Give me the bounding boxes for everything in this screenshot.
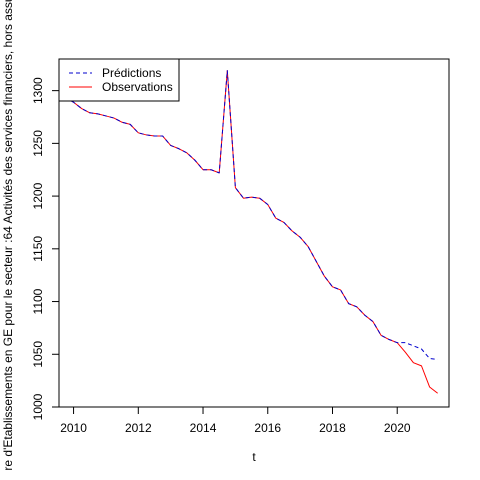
y-tick-label: 1000 (31, 393, 45, 420)
y-tick-label: 1150 (31, 236, 45, 262)
x-tick-label: 2012 (125, 421, 152, 435)
x-tick-label: 2014 (190, 421, 217, 435)
y-tick-label: 1100 (31, 288, 45, 314)
x-axis-label: t (252, 450, 256, 464)
x-tick-label: 2018 (319, 421, 346, 435)
x-axis: 2010 2012 2014 2016 2018 2020 (60, 406, 411, 435)
x-tick-label: 2016 (254, 421, 281, 435)
legend-box (58, 58, 180, 102)
series-line-observations (65, 70, 438, 394)
y-tick-label: 1300 (31, 77, 45, 104)
y-axis: 1000 1050 1100 1150 1200 1250 1300 (31, 77, 60, 420)
plot-area (65, 70, 438, 394)
x-tick-label: 2010 (60, 421, 87, 435)
plot-frame (58, 58, 450, 408)
x-tick-label: 2020 (384, 421, 411, 435)
legend-label: Prédictions (102, 66, 161, 80)
y-tick-label: 1200 (31, 182, 45, 209)
series-line-predictions (65, 70, 438, 361)
y-tick-label: 1250 (31, 130, 45, 157)
y-axis-label: re d'Etablissements en GE pour le secteu… (1, 0, 15, 471)
legend-label: Observations (102, 80, 173, 94)
y-tick-label: 1050 (31, 341, 45, 368)
